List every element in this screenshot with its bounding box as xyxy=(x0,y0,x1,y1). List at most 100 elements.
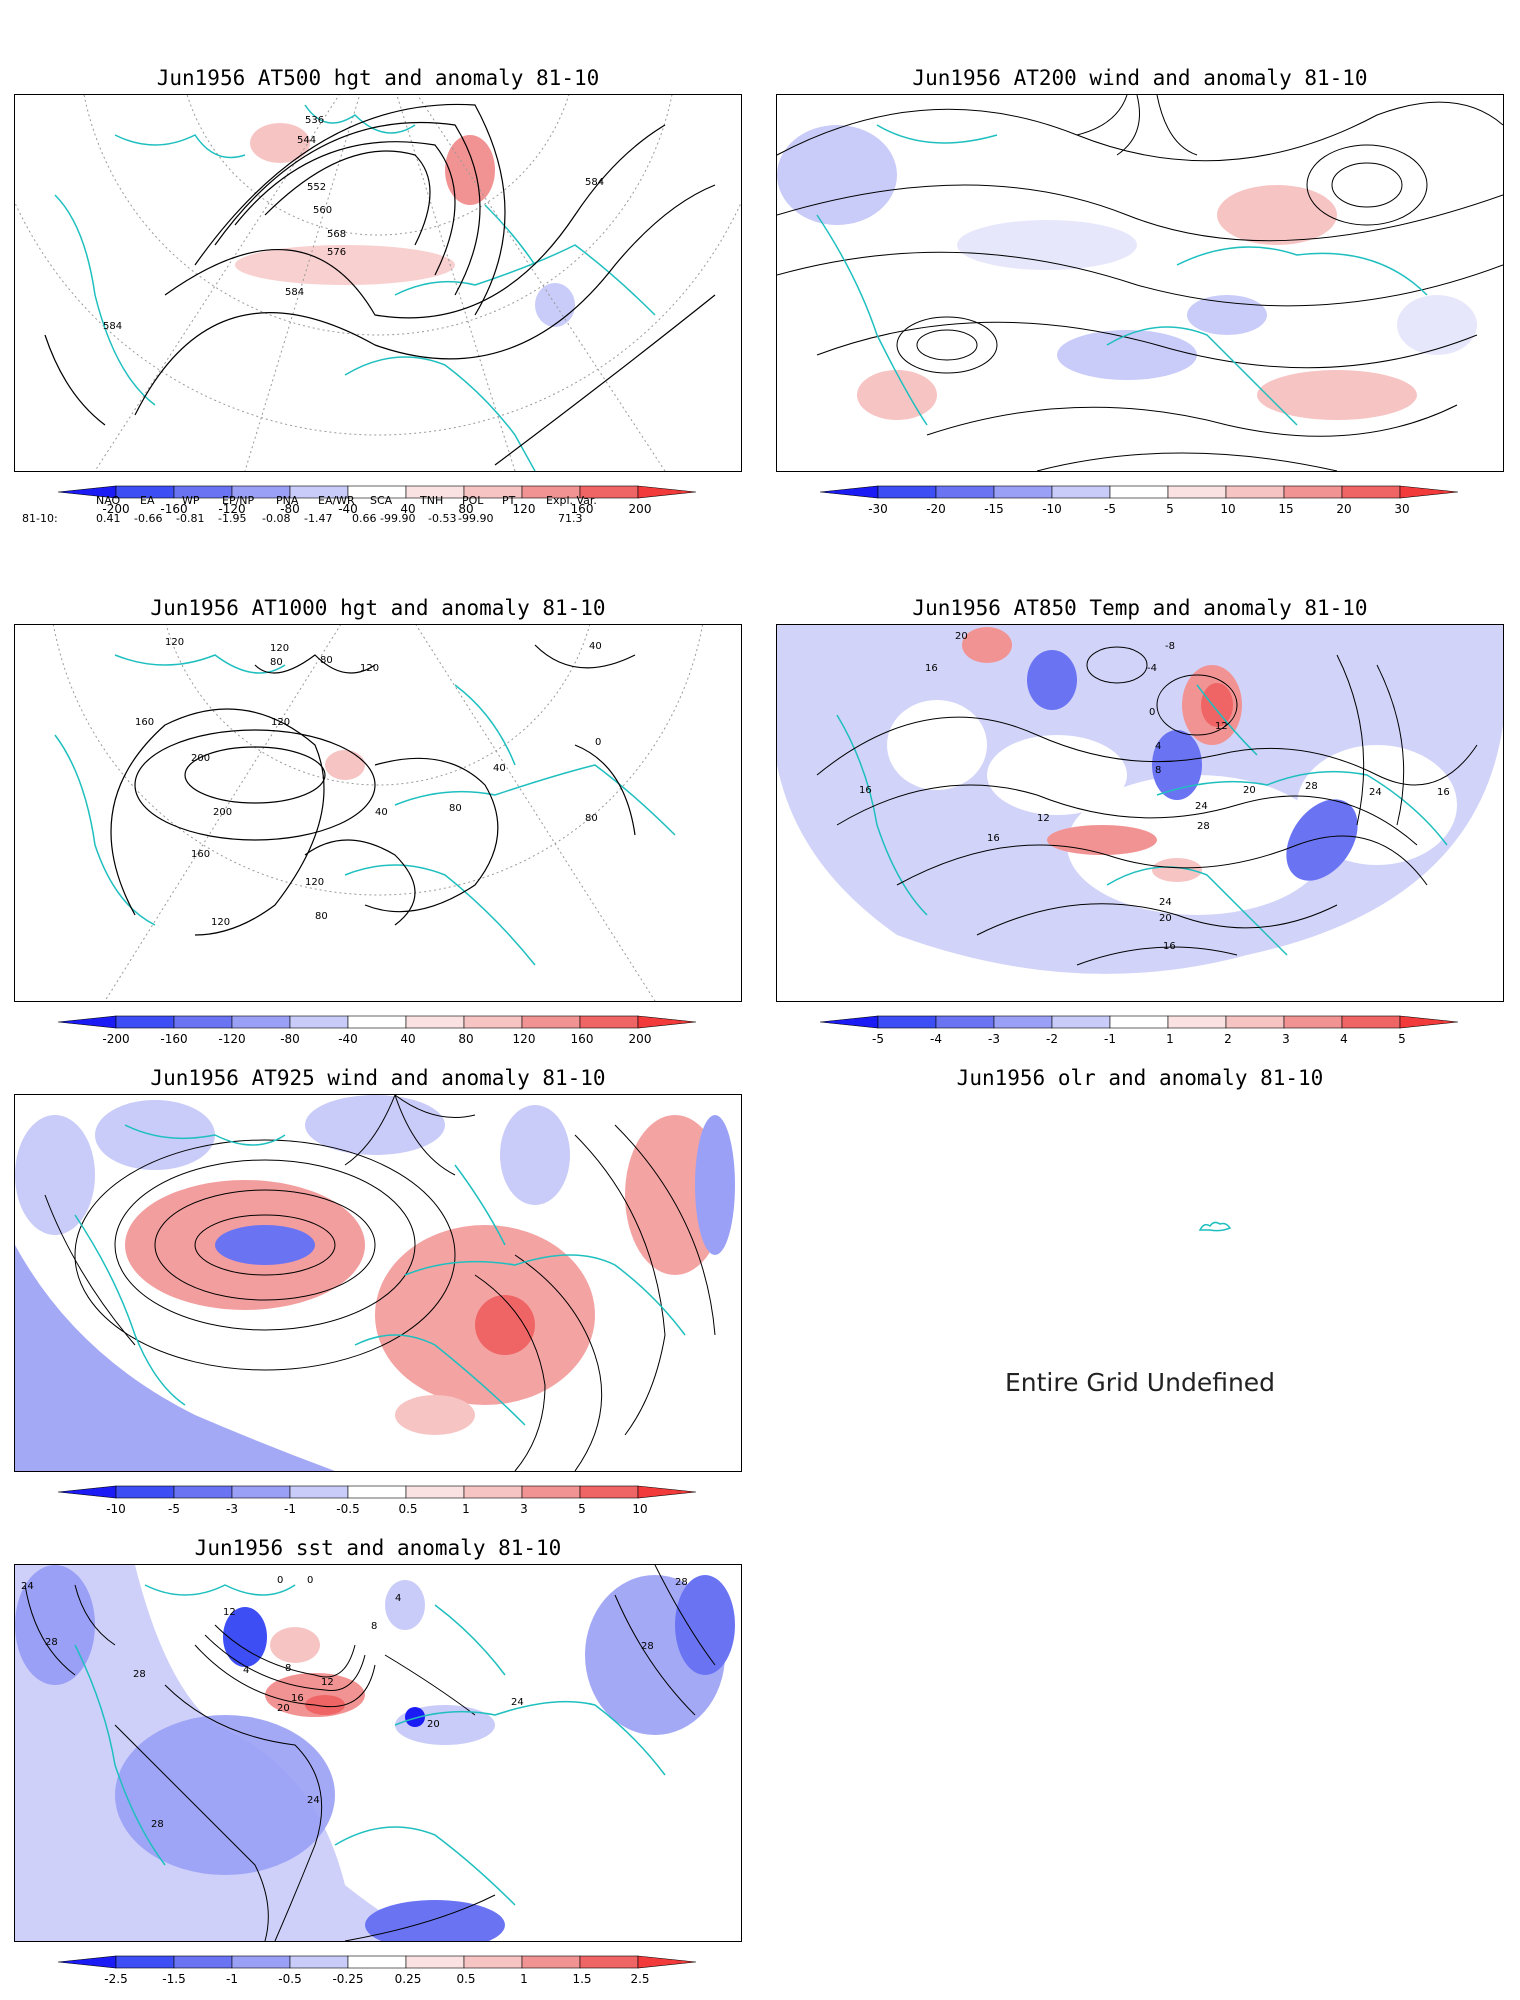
contour-label: 28 xyxy=(151,1819,164,1830)
contour-label: 0 xyxy=(1149,707,1155,718)
colorbar-ticks: -200 -160 -120 -80 -40 40 80 120 160 200 xyxy=(58,1032,698,1048)
contour-label: 8 xyxy=(371,1621,377,1632)
contour-label: 568 xyxy=(327,229,346,240)
index-value: -0.08 xyxy=(262,512,291,525)
contour-label: 120 xyxy=(305,877,324,888)
panel-title: Jun1956 AT200 wind and anomaly 81-10 xyxy=(912,66,1368,90)
coastline-fragment xyxy=(1198,1221,1232,1232)
map-at850: 20 16 -8 -4 0 12 4 8 16 12 16 20 24 28 2… xyxy=(776,624,1504,1002)
tick-label: -200 xyxy=(102,502,130,516)
map-at200 xyxy=(776,94,1504,472)
panel-title: Jun1956 AT500 hgt and anomaly 81-10 xyxy=(156,66,600,90)
contour-label: 16 xyxy=(1437,787,1450,798)
contour-label: 80 xyxy=(320,655,333,666)
height-contours xyxy=(110,644,636,936)
tick-label: 3 xyxy=(1282,1032,1290,1046)
coastlines xyxy=(54,654,676,966)
contour-label: 16 xyxy=(987,833,1000,844)
contour-label: 120 xyxy=(270,643,289,654)
colorbar-bin xyxy=(521,1955,581,1969)
contour-label: 160 xyxy=(135,717,154,728)
coastlines xyxy=(74,1124,686,1426)
contour-label: 160 xyxy=(191,849,210,860)
tick-label: -5 xyxy=(168,1502,180,1516)
colorbar-svg xyxy=(57,1955,697,1969)
undefined-message: Entire Grid Undefined xyxy=(1004,1368,1276,1397)
colorbar-arrow-right xyxy=(637,1015,697,1029)
tick-label: 5 xyxy=(578,1502,586,1516)
tick-label: 40 xyxy=(400,502,416,516)
colorbar-arrow-left xyxy=(819,1015,879,1029)
contour-labels: 20 16 -8 -4 0 12 4 8 16 12 16 20 24 28 2… xyxy=(859,631,1450,952)
colorbar-bin xyxy=(231,1015,291,1029)
colorbar-arrow-left xyxy=(57,1955,117,1969)
tick-label: 200 xyxy=(628,502,652,516)
tick-label: 3 xyxy=(520,1502,528,1516)
tick-label: 120 xyxy=(512,502,536,516)
coastlines xyxy=(816,124,1428,426)
contour-label: 24 xyxy=(511,1697,524,1708)
colorbar-bin xyxy=(1167,485,1227,499)
tick-label: -0.5 xyxy=(336,1502,360,1516)
colorbar-bin xyxy=(579,1485,639,1499)
colorbar-svg xyxy=(819,485,1459,499)
colorbar-svg xyxy=(57,485,697,499)
index-name: PT xyxy=(502,494,516,507)
contour-label: -8 xyxy=(1165,641,1175,652)
contour-label: 28 xyxy=(133,1669,146,1680)
colorbar-arrow-right xyxy=(1399,485,1459,499)
contour-label: 0 xyxy=(595,737,601,748)
index-name: TNH xyxy=(420,494,444,507)
tick-label: -80 xyxy=(280,1032,300,1046)
index-value: 0.66 xyxy=(352,512,377,525)
colorbar-bin xyxy=(1109,485,1169,499)
tick-label: -120 xyxy=(218,502,246,516)
colorbar-bin xyxy=(1109,1015,1169,1029)
colorbar-bin xyxy=(405,1955,465,1969)
streamlines xyxy=(777,95,1503,471)
index-name: EP/NP xyxy=(222,494,255,507)
anomaly-shading xyxy=(15,1565,735,1941)
contour-label: 28 xyxy=(641,1641,654,1652)
panel-title: Jun1956 sst and anomaly 81-10 xyxy=(194,1536,562,1560)
tick-label: -0.5 xyxy=(278,1972,302,1986)
colorbar-bin xyxy=(1283,485,1343,499)
contour-label: 200 xyxy=(191,753,210,764)
colorbar-bin xyxy=(993,1015,1053,1029)
contour-label: 16 xyxy=(291,1693,304,1704)
tick-label: -40 xyxy=(338,502,358,516)
tick-label: 1 xyxy=(462,1502,470,1516)
contour-label: 4 xyxy=(395,1593,401,1604)
contour-label: 28 xyxy=(45,1637,58,1648)
colorbar xyxy=(819,1012,1460,1037)
index-name: POL xyxy=(462,494,484,507)
colorbar-bin xyxy=(463,1015,523,1029)
tick-label: -1.5 xyxy=(162,1972,186,1986)
contour-label: 544 xyxy=(297,135,316,146)
anomaly-shading xyxy=(325,750,365,780)
colorbar-bin xyxy=(231,1485,291,1499)
contour-label: 200 xyxy=(213,807,232,818)
contour-label: 12 xyxy=(1037,813,1050,824)
tick-label: -30 xyxy=(868,502,888,516)
colorbar-bin xyxy=(463,1955,523,1969)
colorbar-bin xyxy=(1051,1015,1111,1029)
index-value: 71.3 xyxy=(558,512,583,525)
colorbar-bin xyxy=(347,1015,407,1029)
colorbar-ticks: -30 -20 -15 -10 -5 5 10 15 20 30 xyxy=(820,502,1460,518)
tick-label: -40 xyxy=(338,1032,358,1046)
colorbar-bin xyxy=(1341,485,1401,499)
contour-label: 12 xyxy=(223,1607,236,1618)
contour-label: 20 xyxy=(277,1703,290,1714)
contour-label: 40 xyxy=(375,807,388,818)
contour-label: 536 xyxy=(305,115,324,126)
colorbar-bin xyxy=(115,1015,175,1029)
tick-label: -20 xyxy=(926,502,946,516)
tick-label: -3 xyxy=(226,1502,238,1516)
contour-labels: 536 544 552 560 568 576 584 584 584 xyxy=(103,115,604,332)
index-name: Expl. Var. xyxy=(546,494,597,507)
contour-label: 560 xyxy=(313,205,332,216)
colorbar-bin xyxy=(521,1485,581,1499)
tick-label: 10 xyxy=(1220,502,1236,516)
contour-label: 24 xyxy=(21,1581,34,1592)
